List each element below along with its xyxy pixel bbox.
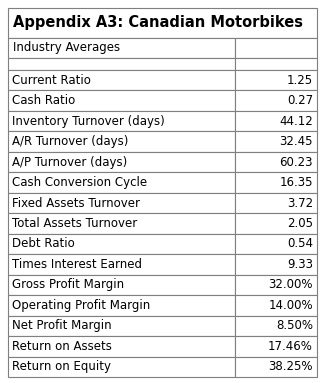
Bar <box>8 193 235 213</box>
Bar <box>8 254 235 275</box>
Text: 0.27: 0.27 <box>287 94 313 107</box>
Bar <box>8 131 235 152</box>
Bar <box>8 172 235 193</box>
Text: 8.50%: 8.50% <box>276 319 313 332</box>
Bar <box>235 70 317 90</box>
Bar <box>235 58 317 70</box>
Bar <box>8 336 235 357</box>
Bar <box>8 38 235 58</box>
Text: 3.72: 3.72 <box>287 196 313 210</box>
Bar <box>235 357 317 377</box>
Bar <box>8 295 235 316</box>
Bar <box>235 90 317 111</box>
Text: A/R Turnover (days): A/R Turnover (days) <box>12 135 128 148</box>
Bar <box>235 336 317 357</box>
Bar <box>8 8 317 38</box>
Text: 16.35: 16.35 <box>280 176 313 189</box>
Bar <box>8 357 235 377</box>
Bar <box>235 38 317 58</box>
Bar <box>8 316 235 336</box>
Text: 44.12: 44.12 <box>279 115 313 128</box>
Bar <box>235 316 317 336</box>
Text: 2.05: 2.05 <box>287 217 313 230</box>
Bar <box>8 152 235 172</box>
Text: 0.54: 0.54 <box>287 237 313 250</box>
Bar <box>235 295 317 316</box>
Bar <box>235 111 317 131</box>
Text: Total Assets Turnover: Total Assets Turnover <box>12 217 137 230</box>
Bar <box>8 58 235 70</box>
Text: 14.00%: 14.00% <box>268 299 313 312</box>
Bar <box>8 275 235 295</box>
Text: 38.25%: 38.25% <box>268 360 313 373</box>
Text: A/P Turnover (days): A/P Turnover (days) <box>12 155 127 169</box>
Bar <box>235 131 317 152</box>
Text: Return on Equity: Return on Equity <box>12 360 111 373</box>
Text: Gross Profit Margin: Gross Profit Margin <box>12 278 124 291</box>
Text: Debt Ratio: Debt Ratio <box>12 237 75 250</box>
Text: 60.23: 60.23 <box>280 155 313 169</box>
Bar <box>235 275 317 295</box>
Text: 32.45: 32.45 <box>280 135 313 148</box>
Bar <box>235 213 317 234</box>
Bar <box>8 213 235 234</box>
Bar <box>235 172 317 193</box>
Bar <box>235 152 317 172</box>
Text: Fixed Assets Turnover: Fixed Assets Turnover <box>12 196 140 210</box>
Bar <box>8 70 235 90</box>
Bar <box>235 193 317 213</box>
Text: 32.00%: 32.00% <box>268 278 313 291</box>
Text: Appendix A3: Canadian Motorbikes: Appendix A3: Canadian Motorbikes <box>13 15 303 31</box>
Text: Operating Profit Margin: Operating Profit Margin <box>12 299 150 312</box>
Text: 9.33: 9.33 <box>287 258 313 271</box>
Text: Cash Conversion Cycle: Cash Conversion Cycle <box>12 176 147 189</box>
Bar <box>8 90 235 111</box>
Bar <box>8 111 235 131</box>
Text: Industry Averages: Industry Averages <box>13 41 120 54</box>
Text: 1.25: 1.25 <box>287 74 313 87</box>
Text: Net Profit Margin: Net Profit Margin <box>12 319 111 332</box>
Bar <box>235 254 317 275</box>
Text: Inventory Turnover (days): Inventory Turnover (days) <box>12 115 165 128</box>
Bar <box>8 234 235 254</box>
Text: Return on Assets: Return on Assets <box>12 340 112 353</box>
Text: Current Ratio: Current Ratio <box>12 74 91 87</box>
Text: 17.46%: 17.46% <box>268 340 313 353</box>
Text: Times Interest Earned: Times Interest Earned <box>12 258 142 271</box>
Text: Cash Ratio: Cash Ratio <box>12 94 75 107</box>
Bar <box>235 234 317 254</box>
